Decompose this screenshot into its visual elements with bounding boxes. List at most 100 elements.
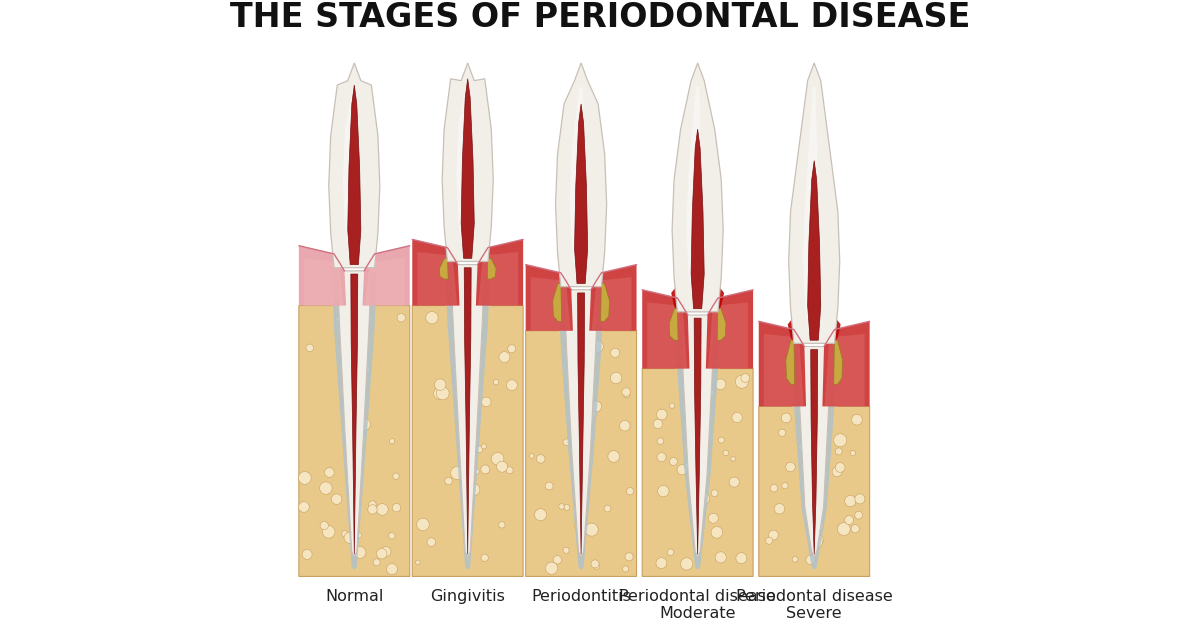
Circle shape (389, 532, 395, 539)
Circle shape (680, 558, 692, 570)
Circle shape (464, 324, 476, 337)
Circle shape (816, 522, 823, 530)
Polygon shape (442, 63, 493, 261)
Polygon shape (712, 287, 724, 313)
Polygon shape (706, 290, 754, 369)
Circle shape (546, 562, 558, 575)
Circle shape (356, 533, 362, 538)
Circle shape (835, 462, 845, 472)
Polygon shape (674, 315, 720, 570)
Circle shape (768, 530, 779, 540)
Circle shape (564, 505, 570, 510)
Polygon shape (797, 346, 832, 558)
Circle shape (563, 439, 570, 445)
Circle shape (499, 352, 510, 362)
Circle shape (851, 450, 856, 455)
Circle shape (377, 503, 388, 515)
Polygon shape (824, 334, 864, 406)
Polygon shape (451, 265, 485, 558)
Polygon shape (803, 87, 818, 337)
Circle shape (684, 463, 689, 468)
Circle shape (810, 442, 820, 450)
Circle shape (545, 482, 553, 490)
Circle shape (604, 505, 611, 512)
Circle shape (392, 473, 400, 479)
Circle shape (373, 559, 380, 566)
Circle shape (497, 461, 508, 472)
Circle shape (320, 522, 329, 530)
Polygon shape (348, 85, 361, 265)
Circle shape (452, 365, 464, 375)
Circle shape (563, 547, 569, 553)
Circle shape (506, 380, 517, 391)
Circle shape (324, 467, 335, 478)
Circle shape (656, 558, 667, 568)
Circle shape (415, 560, 420, 564)
Polygon shape (329, 63, 380, 268)
Polygon shape (553, 284, 562, 321)
Circle shape (815, 481, 820, 486)
Polygon shape (834, 340, 842, 384)
Text: Periodontal disease
Moderate: Periodontal disease Moderate (619, 589, 776, 621)
Polygon shape (418, 252, 457, 306)
Circle shape (386, 564, 397, 575)
Circle shape (354, 547, 366, 558)
Circle shape (623, 566, 629, 572)
Circle shape (766, 537, 773, 544)
Circle shape (476, 446, 482, 453)
Circle shape (342, 530, 348, 537)
Circle shape (656, 410, 667, 420)
Text: THE STAGES OF PERIODONTAL DISEASE: THE STAGES OF PERIODONTAL DISEASE (230, 1, 970, 34)
Polygon shape (476, 239, 523, 306)
Circle shape (460, 324, 468, 333)
Polygon shape (487, 258, 496, 279)
Circle shape (590, 401, 601, 412)
Polygon shape (694, 318, 701, 554)
Polygon shape (299, 292, 409, 576)
Circle shape (779, 429, 786, 437)
Polygon shape (564, 290, 598, 558)
Polygon shape (811, 350, 817, 554)
Circle shape (481, 554, 488, 561)
Circle shape (719, 437, 725, 443)
Polygon shape (589, 265, 636, 331)
Polygon shape (822, 321, 870, 406)
Polygon shape (439, 258, 448, 279)
Polygon shape (686, 87, 702, 306)
Circle shape (625, 553, 634, 561)
Polygon shape (337, 271, 371, 558)
Circle shape (335, 316, 341, 322)
Polygon shape (362, 246, 409, 306)
Circle shape (845, 495, 856, 507)
Circle shape (838, 523, 851, 536)
Circle shape (802, 456, 814, 469)
Circle shape (622, 388, 630, 396)
Circle shape (770, 484, 778, 492)
Circle shape (464, 508, 470, 515)
Polygon shape (352, 274, 355, 545)
Circle shape (575, 472, 581, 478)
Circle shape (619, 420, 630, 431)
Circle shape (798, 443, 806, 451)
Circle shape (667, 549, 674, 556)
Polygon shape (365, 258, 404, 306)
Circle shape (852, 415, 863, 425)
Polygon shape (451, 265, 485, 558)
Circle shape (690, 492, 697, 499)
Polygon shape (671, 287, 684, 313)
Circle shape (390, 438, 395, 444)
Circle shape (724, 450, 728, 455)
Circle shape (481, 444, 486, 449)
Circle shape (736, 375, 749, 388)
Circle shape (608, 450, 619, 462)
Circle shape (416, 518, 430, 531)
Polygon shape (456, 87, 472, 255)
Circle shape (708, 513, 719, 524)
Polygon shape (808, 161, 821, 340)
Circle shape (670, 403, 674, 408)
Circle shape (658, 452, 666, 462)
Polygon shape (526, 317, 636, 576)
Polygon shape (670, 309, 678, 340)
Polygon shape (797, 346, 832, 558)
Polygon shape (680, 315, 715, 558)
